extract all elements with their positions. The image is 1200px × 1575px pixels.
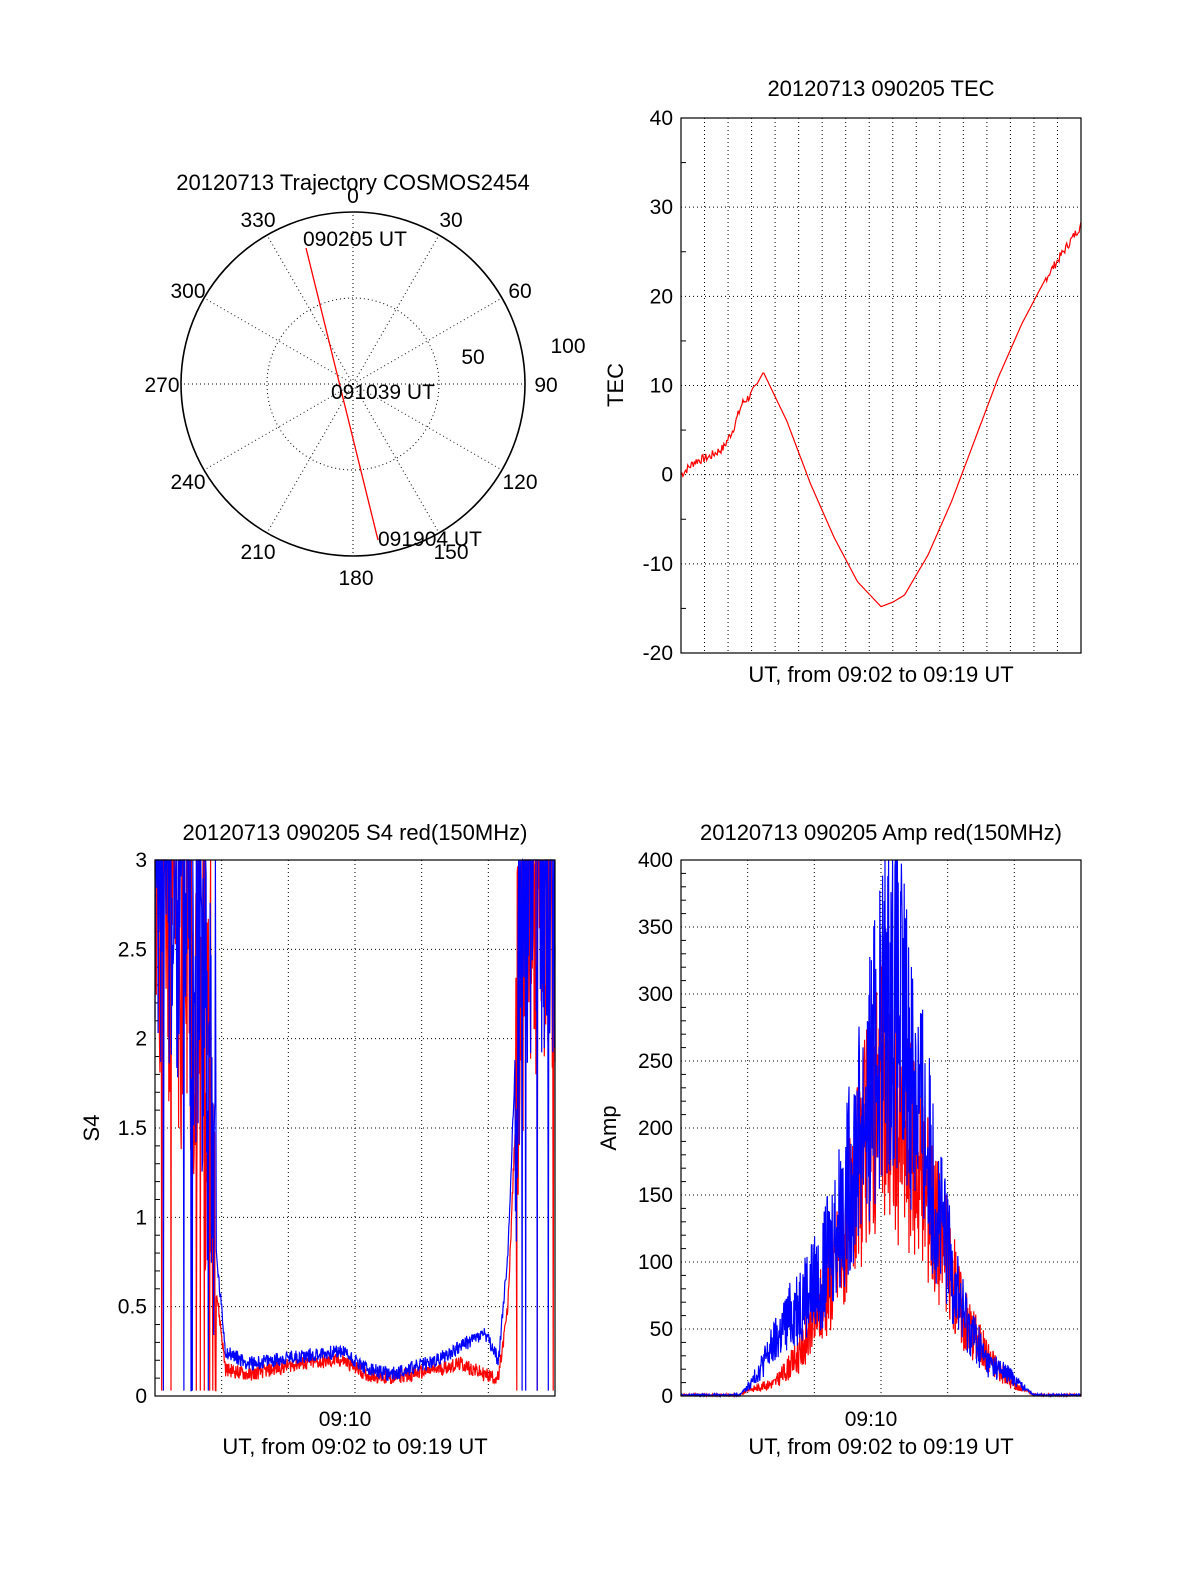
- tec-title: 20120713 090205 TEC: [767, 76, 994, 101]
- polar-radial-label-100: 100: [550, 335, 585, 358]
- s4-chart: 20120713 090205 S4 red(150MHz) 0 0.5 1 1.5 2…: [79, 820, 556, 1459]
- amp-frame: [680, 859, 1082, 1397]
- s4-title: 20120713 090205 S4 red(150MHz): [183, 820, 528, 845]
- polar-grid: [181, 212, 525, 556]
- polar-angle-label-30: 30: [439, 209, 462, 232]
- y-tick-label: 10: [650, 375, 673, 398]
- polar-title: 20120713 Trajectory COSMOS2454: [176, 170, 529, 195]
- polar-angle-label-300: 300: [170, 280, 205, 303]
- y-tick-label: 0: [661, 1385, 673, 1408]
- polar-angle-label-210: 210: [240, 541, 275, 564]
- polar-spoke: [266, 383, 354, 534]
- y-tick-label: 20: [650, 285, 673, 308]
- tec-xlabel: UT, from 09:02 to 09:19 UT: [748, 662, 1013, 687]
- y-tick-label: 0.5: [118, 1296, 147, 1319]
- polar-spoke: [352, 297, 503, 385]
- y-tick-label: 400: [638, 849, 673, 872]
- y-tick-label: 3: [135, 849, 147, 872]
- trajectory-mid-label: 091039 UT: [331, 381, 435, 404]
- s4-grid: [155, 860, 555, 1396]
- amp-chart: 20120713 090205 Amp red(150MHz) 0 50 100 15…: [596, 820, 1082, 1459]
- y-tick-label: 350: [638, 916, 673, 939]
- polar-angle-label-0: 0: [347, 185, 359, 208]
- polar-angle-label-330: 330: [240, 209, 275, 232]
- y-tick-label: 1: [135, 1206, 147, 1229]
- polar-spoke: [352, 383, 503, 471]
- polar-angle-label-90: 90: [534, 374, 557, 397]
- polar-angle-label-60: 60: [508, 280, 531, 303]
- tec-frame: [680, 117, 1082, 654]
- tec-series-line: [680, 221, 1082, 608]
- trajectory-start-label: 090205 UT: [303, 228, 407, 251]
- y-tick-label: 2: [135, 1028, 147, 1051]
- tec-grid: [681, 118, 1081, 653]
- amp-blue-series-line: [680, 859, 1082, 1399]
- s4-blue-series-line: [154, 858, 556, 1392]
- amp-ylabel: Amp: [596, 1105, 621, 1150]
- y-tick-label: 0: [135, 1385, 147, 1408]
- y-tick-label: -10: [643, 553, 673, 576]
- y-tick-label: 250: [638, 1050, 673, 1073]
- s4-xlabel: UT, from 09:02 to 09:19 UT: [222, 1434, 487, 1459]
- s4-ylabel: S4: [79, 1115, 104, 1142]
- polar-spoke: [352, 234, 440, 385]
- y-tick-label: 2.5: [118, 938, 147, 961]
- amp-title: 20120713 090205 Amp red(150MHz): [700, 820, 1062, 845]
- s4-frame: [154, 859, 556, 1397]
- polar-spoke: [352, 383, 440, 534]
- trajectory-line: [305, 247, 379, 541]
- amp-red-series-line: [680, 952, 1082, 1399]
- polar-grid-ring: [266, 297, 440, 471]
- y-tick-label: 40: [650, 107, 673, 130]
- polar-radial-label-50: 50: [461, 346, 484, 369]
- amp-xtick-label: 09:10: [845, 1408, 898, 1431]
- polar-outer-ring: [180, 211, 526, 557]
- y-tick-label: 30: [650, 196, 673, 219]
- amp-xlabel: UT, from 09:02 to 09:19 UT: [748, 1434, 1013, 1459]
- tec-y-ticks: -20 -10 0 10 20 30 40: [643, 107, 686, 665]
- polar-spoke: [203, 383, 354, 471]
- y-tick-label: 0: [661, 464, 673, 487]
- y-tick-label: 200: [638, 1117, 673, 1140]
- polar-angle-label-120: 120: [502, 471, 537, 494]
- tec-ylabel: TEC: [603, 363, 628, 407]
- polar-angle-label-270: 270: [144, 374, 179, 397]
- y-tick-label: 50: [650, 1318, 673, 1341]
- polar-spoke: [203, 297, 354, 385]
- y-tick-label: 1.5: [118, 1117, 147, 1140]
- polar-angle-label-240: 240: [170, 471, 205, 494]
- polar-angle-label-150: 150: [433, 541, 468, 564]
- polar-spoke: [266, 234, 354, 385]
- y-tick-label: -20: [643, 642, 673, 665]
- y-tick-label: 300: [638, 983, 673, 1006]
- y-tick-label: 150: [638, 1184, 673, 1207]
- y-tick-label: 100: [638, 1251, 673, 1274]
- polar-angle-label-180: 180: [338, 567, 373, 590]
- s4-xtick-label: 09:10: [319, 1408, 372, 1431]
- polar-trajectory-chart: 20120713 Trajectory COSMOS2454 0 30 60 9…: [144, 170, 585, 590]
- trajectory-end-label: 091904 UT: [378, 528, 482, 551]
- amp-y-ticks: 0 50 100 150 200 250 300 350 400: [638, 849, 686, 1408]
- s4-y-ticks: 0 0.5 1 1.5 2 2.5 3: [118, 849, 160, 1408]
- tec-chart: 20120713 090205 TEC -20 -10 0 10 20 30 40 UT, …: [603, 76, 1082, 687]
